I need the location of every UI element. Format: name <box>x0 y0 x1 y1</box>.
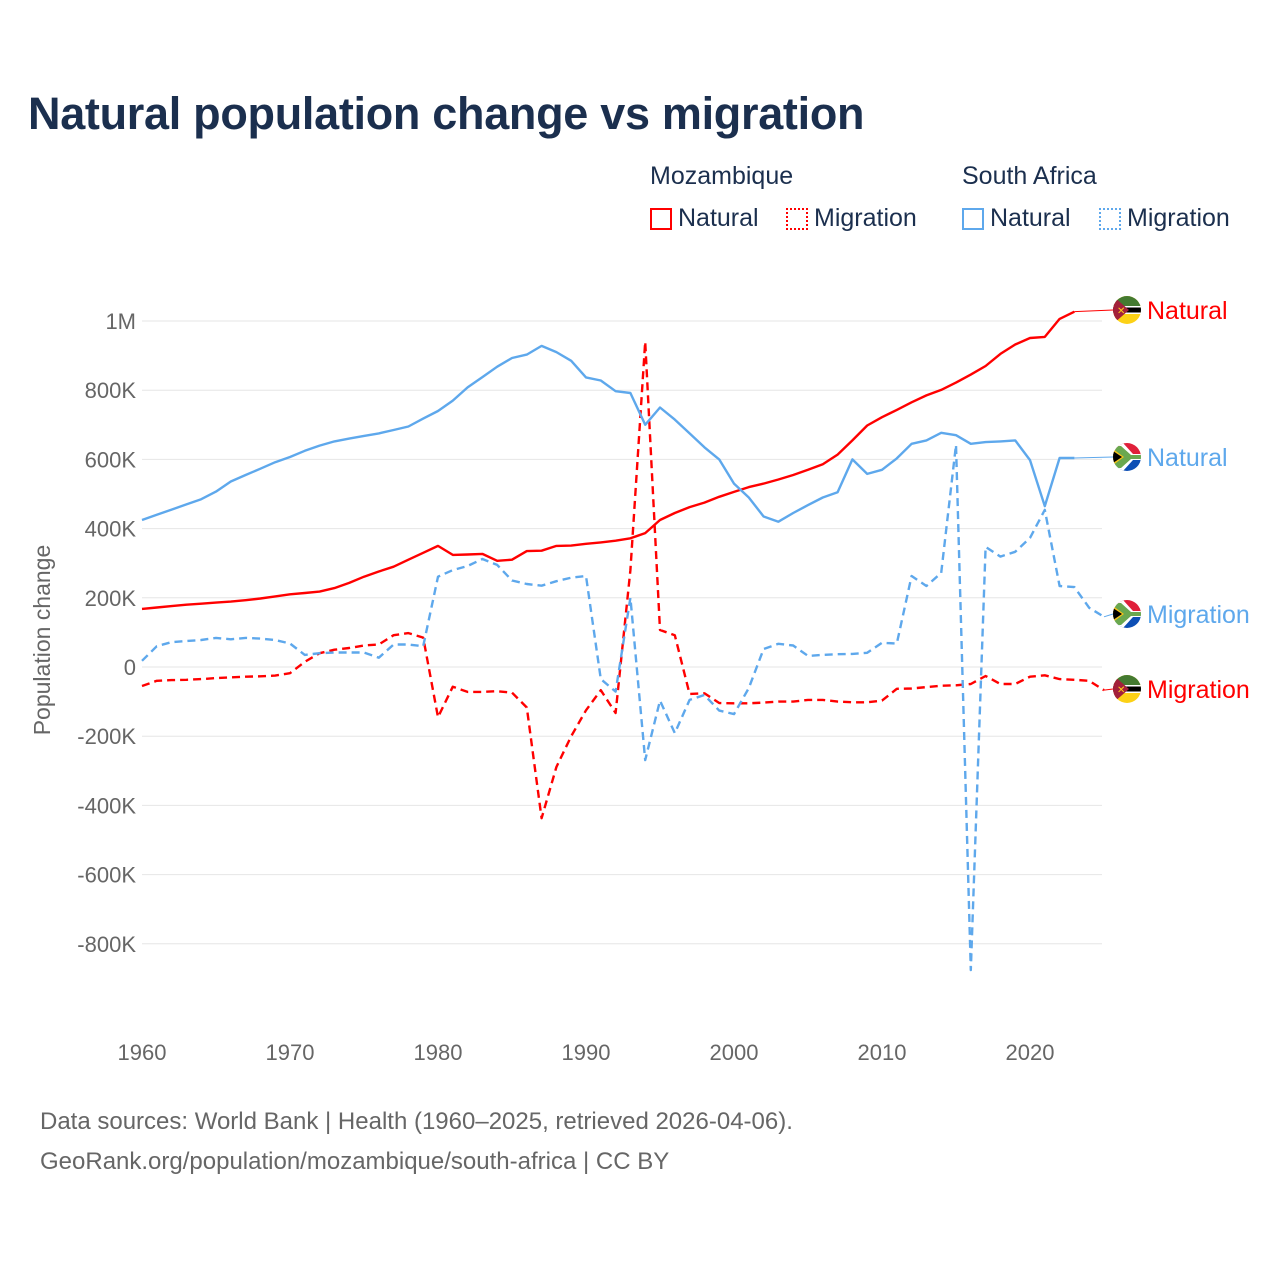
x-tick-label: 2020 <box>1006 1040 1055 1065</box>
y-axis-label: Population change <box>29 545 55 736</box>
series-end-label: Natural <box>1147 297 1228 325</box>
chart-title: Natural population change vs migration <box>28 88 865 139</box>
x-tick-label: 2010 <box>858 1040 907 1065</box>
mozambique-flag-icon <box>1113 675 1141 703</box>
footer-attribution: GeoRank.org/population/mozambique/south-… <box>40 1148 670 1175</box>
legend-label: Natural <box>990 204 1071 232</box>
series-line-mozambique-natural[interactable] <box>141 310 1075 611</box>
y-tick-label: 1M <box>105 309 136 334</box>
x-tick-label: 1990 <box>562 1040 611 1065</box>
legend-label: Natural <box>678 204 759 232</box>
south-africa-flag-icon <box>1113 443 1141 471</box>
y-tick-label: -800K <box>77 932 136 957</box>
end-label-connector <box>1103 613 1114 618</box>
mozambique-flag-icon <box>1113 296 1141 324</box>
y-tick-label: 0 <box>124 655 136 680</box>
legend-group-south-africa: South Africa <box>962 162 1097 190</box>
series-line-south-africa-natural[interactable] <box>141 344 1075 523</box>
legend-swatch-solid-icon <box>962 207 984 230</box>
series-end-label: Migration <box>1147 676 1250 704</box>
x-tick-label: 1980 <box>414 1040 463 1065</box>
legend-swatch-dotted-icon <box>786 207 808 230</box>
legend-item-south-africa-natural[interactable]: Natural <box>962 204 1071 233</box>
legend-swatch-dotted-icon <box>1099 207 1121 230</box>
legend-item-mozambique-natural[interactable]: Natural <box>650 204 759 233</box>
y-tick-label: -200K <box>77 724 136 749</box>
series-line-south-africa-migration[interactable] <box>141 443 1105 972</box>
x-tick-label: 1960 <box>118 1040 167 1065</box>
end-label-connector <box>1074 456 1114 459</box>
legend-item-south-africa-migration[interactable]: Migration <box>1099 204 1230 233</box>
footer-sources: Data sources: World Bank | Health (1960–… <box>40 1108 793 1135</box>
y-tick-label: 800K <box>85 378 137 403</box>
x-tick-label: 1970 <box>266 1040 315 1065</box>
south-africa-flag-icon <box>1113 600 1141 628</box>
end-label-connector <box>1074 309 1114 313</box>
y-tick-label: -400K <box>77 793 136 818</box>
y-tick-label: 400K <box>85 517 137 542</box>
y-tick-label: -600K <box>77 863 136 888</box>
series-end-label: Migration <box>1147 601 1250 629</box>
y-tick-label: 200K <box>85 586 137 611</box>
legend-group-mozambique: Mozambique <box>650 162 794 190</box>
end-label-connector <box>1103 688 1114 691</box>
series-line-mozambique-migration[interactable] <box>141 340 1105 820</box>
x-tick-label: 2000 <box>710 1040 759 1065</box>
legend-label: Migration <box>814 204 917 232</box>
legend-swatch-solid-icon <box>650 207 672 230</box>
legend-item-mozambique-migration[interactable]: Migration <box>786 204 917 233</box>
legend-label: Migration <box>1127 204 1230 232</box>
y-tick-label: 600K <box>85 447 137 472</box>
series-end-label: Natural <box>1147 444 1228 472</box>
